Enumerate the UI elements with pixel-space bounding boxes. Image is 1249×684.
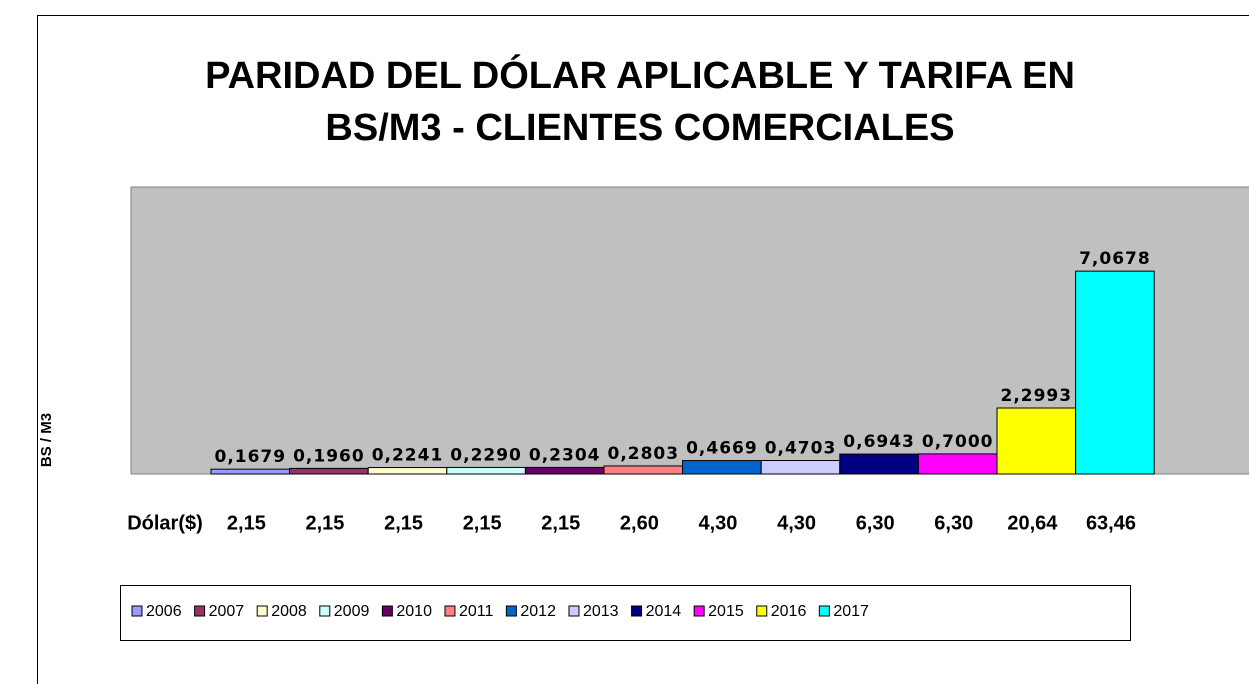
dollar-row-label: Dólar($) [127, 512, 203, 534]
legend-label: 2010 [396, 603, 432, 620]
legend-swatch [568, 605, 580, 617]
legend-swatch [131, 605, 143, 617]
value-label: 7,0678 [1079, 249, 1151, 269]
value-label: 0,2304 [529, 445, 601, 465]
bar [839, 453, 919, 475]
dollar-label: 2,15 [384, 512, 423, 534]
bar [524, 466, 605, 475]
legend-swatch [381, 605, 393, 617]
legend-label: 2017 [833, 603, 869, 620]
bar [682, 460, 762, 475]
legend-label: 2009 [334, 603, 370, 620]
legend-label: 2012 [520, 603, 556, 620]
legend-swatch [256, 605, 268, 617]
bar [446, 466, 526, 475]
dollar-label: 2,15 [306, 512, 345, 534]
value-label: 0,2241 [372, 446, 444, 466]
legend-label: 2006 [146, 603, 182, 620]
chart-title: BS/M3 - CLIENTES COMERCIALES [325, 107, 954, 149]
value-label: 0,1679 [214, 447, 286, 467]
chart-title: PARIDAD DEL DÓLAR APLICABLE Y TARIFA EN [205, 53, 1075, 97]
value-label: 0,7000 [922, 432, 994, 452]
legend-swatch [505, 605, 517, 617]
legend-label: 2013 [583, 603, 619, 620]
legend-swatch [194, 605, 206, 617]
legend-swatch [818, 605, 830, 617]
bar [760, 460, 841, 475]
dollar-label: 20,64 [1007, 512, 1058, 534]
bar [1075, 270, 1155, 475]
legend-label: 2015 [708, 603, 744, 620]
dollar-label: 2,60 [620, 512, 659, 534]
bar [210, 468, 291, 475]
value-label: 0,4703 [765, 439, 837, 459]
dollar-label: 2,15 [227, 512, 266, 534]
y-axis-label: BS / M3 [38, 413, 55, 467]
dollar-label: 4,30 [777, 512, 816, 534]
bar [367, 467, 448, 475]
dollar-label: 4,30 [699, 512, 738, 534]
legend-swatch [444, 605, 456, 617]
dollar-label: 2,15 [541, 512, 580, 534]
bar [603, 465, 684, 475]
legend-label: 2014 [646, 603, 682, 620]
value-label: 0,6943 [843, 432, 915, 452]
legend [120, 585, 1131, 641]
value-label: 2,2993 [1000, 386, 1072, 406]
legend-label: 2011 [459, 603, 494, 620]
dollar-label: 2,15 [463, 512, 502, 534]
legend-label: 2008 [271, 603, 307, 620]
legend-label: 2007 [209, 603, 245, 620]
bar [289, 467, 369, 475]
value-label: 0,4669 [686, 439, 758, 459]
legend-swatch [693, 605, 705, 617]
bar [917, 453, 998, 475]
value-label: 0,1960 [293, 446, 365, 466]
value-label: 0,2290 [450, 445, 522, 465]
value-label: 0,2803 [607, 444, 679, 464]
dollar-label: 6,30 [856, 512, 895, 534]
legend-label: 2016 [771, 603, 807, 620]
legend-swatch [756, 605, 768, 617]
legend-swatch [319, 605, 331, 617]
dollar-label: 6,30 [934, 512, 973, 534]
legend-swatch [631, 605, 643, 617]
bar [996, 407, 1077, 475]
dollar-label: 63,46 [1086, 512, 1136, 534]
